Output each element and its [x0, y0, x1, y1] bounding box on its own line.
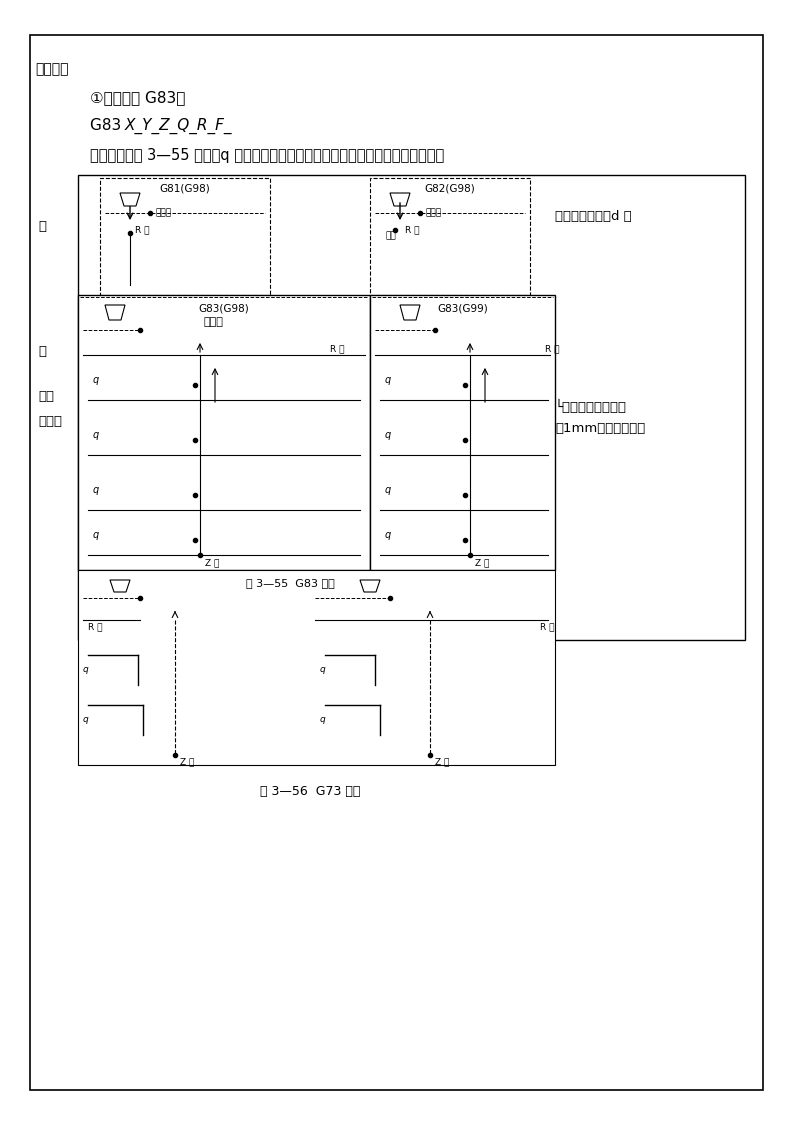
Text: q: q: [385, 375, 391, 385]
Bar: [78, 175, 745, 640]
Text: Z 点: Z 点: [205, 558, 220, 567]
Text: G83(G98): G83(G98): [198, 303, 249, 313]
Text: R 点: R 点: [88, 622, 102, 631]
Bar: [370, 295, 555, 570]
Text: R 点: R 点: [405, 226, 419, 234]
Text: q: q: [93, 485, 99, 495]
Bar: [78, 295, 370, 570]
Text: 起始点: 起始点: [155, 209, 171, 218]
Text: 图 3—55  G83 循环: 图 3—55 G83 循环: [246, 578, 335, 588]
Text: 欢迎阅读: 欢迎阅读: [35, 62, 68, 76]
Polygon shape: [105, 305, 125, 320]
Text: q: q: [385, 530, 391, 540]
Text: 起始点: 起始点: [204, 318, 224, 327]
Text: q: q: [83, 716, 89, 725]
Bar: [370, 178, 530, 295]
Text: 换成切削进给。d 值: 换成切削进给。d 值: [555, 210, 632, 223]
Text: G83(G99): G83(G99): [437, 303, 488, 313]
Polygon shape: [360, 580, 380, 592]
Text: Z 点: Z 点: [180, 757, 194, 766]
Text: G83: G83: [90, 118, 126, 134]
Polygon shape: [120, 193, 140, 206]
Text: └表示切削进给（工
～1mm），使在钻深: └表示切削进给（工 ～1mm），使在钻深: [555, 401, 646, 435]
Bar: [100, 178, 270, 295]
Text: q: q: [320, 665, 326, 674]
Polygon shape: [390, 193, 410, 206]
Text: R 点: R 点: [540, 622, 554, 631]
Text: R 点: R 点: [545, 344, 560, 353]
Text: q: q: [385, 485, 391, 495]
Text: q: q: [385, 430, 391, 440]
Text: G82(G98): G82(G98): [424, 183, 475, 193]
Text: 起始点: 起始点: [425, 209, 441, 218]
Text: R 点: R 点: [135, 226, 150, 234]
Text: q: q: [93, 375, 99, 385]
Polygon shape: [110, 580, 130, 592]
Text: q: q: [93, 430, 99, 440]
Text: X_Y_Z_Q_R_F_: X_Y_Z_Q_R_F_: [125, 118, 232, 135]
Bar: [78, 570, 555, 765]
Text: 暂停: 暂停: [385, 231, 396, 240]
Text: ①孔口排屑 G83）: ①孔口排屑 G83）: [90, 90, 186, 105]
Text: 动作示意如图 3—55 所示。q 是每次切削量，无符号，如果指令负值，则负号无效。: 动作示意如图 3—55 所示。q 是每次切削量，无符号，如果指令负值，则负号无效…: [90, 148, 444, 163]
Polygon shape: [400, 305, 420, 320]
Text: G81(G98): G81(G98): [159, 183, 210, 193]
Text: q: q: [83, 665, 89, 674]
Text: 进）
孔时，: 进） 孔时，: [38, 390, 62, 427]
Text: q: q: [93, 530, 99, 540]
Text: 在




用: 在 用: [38, 220, 46, 358]
Text: Z 点: Z 点: [435, 757, 450, 766]
Text: q: q: [320, 716, 326, 725]
Text: 图 3—56  G73 循环: 图 3—56 G73 循环: [260, 785, 360, 798]
Text: R 点: R 点: [330, 344, 344, 353]
Text: Z 点: Z 点: [475, 558, 489, 567]
